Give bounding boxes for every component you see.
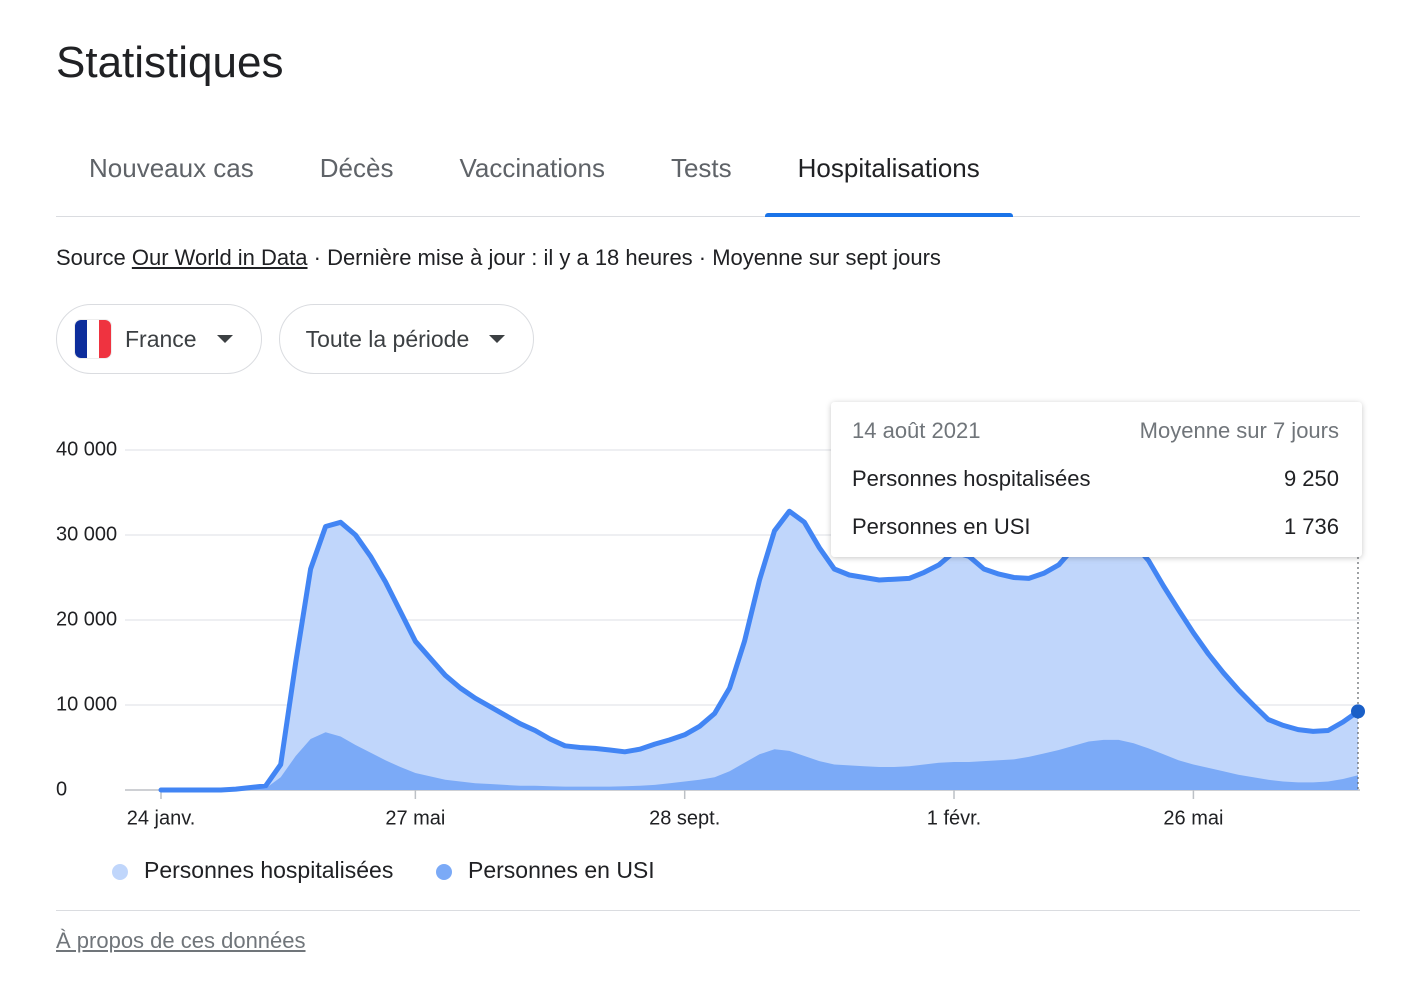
tooltip-date: 14 août 2021 — [852, 418, 980, 443]
tab[interactable]: Décès — [319, 153, 394, 183]
country-dropdown[interactable]: France — [56, 304, 262, 374]
tooltip-label: Personnes hospitalisées — [852, 466, 1090, 491]
dropdown-label: Toute la période — [305, 325, 470, 352]
source-line: Source Our World in Data · Dernière mise… — [56, 245, 941, 271]
tooltip-value: 1 736 — [1284, 514, 1339, 539]
tab-bar: Nouveaux cas Décès Vaccinations Tests Hospit… — [56, 146, 1360, 217]
tab[interactable]: Tests — [670, 153, 732, 183]
x-tick-label: 1 févr. — [927, 807, 981, 829]
area — [161, 732, 1358, 790]
y-tick-label: 10 000 — [56, 693, 117, 715]
legend-swatch — [112, 864, 128, 880]
caret — [489, 335, 506, 343]
x-tick-label: 26 mai — [1163, 807, 1223, 829]
period-dropdown[interactable]: Toute la période — [278, 304, 535, 374]
source-prefix: Source — [56, 245, 126, 270]
filters: France Toute la période — [56, 304, 535, 374]
y-tick-label: 30 000 — [56, 523, 117, 545]
x-tick-label: 27 mai — [385, 807, 445, 829]
legend-swatch — [436, 864, 452, 880]
source-link[interactable]: Our World in Data — [131, 245, 308, 270]
y-tick-label: 0 — [56, 778, 67, 800]
y-tick-label: 20 000 — [56, 608, 117, 630]
tooltip: 14 août 2021 Moyenne sur 7 jours Personnes… — [831, 402, 1362, 557]
tab[interactable]: Nouveaux cas — [89, 153, 254, 183]
flag — [75, 320, 111, 358]
tooltip-note: Moyenne sur 7 jours — [1140, 418, 1339, 443]
caret — [216, 335, 233, 343]
x-tick-label: 24 janv. — [127, 807, 196, 829]
legend-label: Personnes hospitalisées — [144, 857, 393, 883]
page-title: Statistiques — [56, 38, 284, 87]
tooltip-value: 9 250 — [1284, 466, 1339, 491]
dropdown-label: France — [125, 325, 197, 352]
line — [158, 508, 1361, 793]
tooltip-label: Personnes en USI — [852, 514, 1031, 539]
tab[interactable]: Hospitalisations — [764, 146, 1013, 217]
about-link[interactable]: À propos de ces données — [56, 928, 306, 953]
divider — [56, 910, 1360, 911]
tab[interactable]: Vaccinations — [459, 153, 605, 183]
y-tick-label: 40 000 — [56, 438, 117, 460]
legend-label: Personnes en USI — [468, 857, 655, 883]
source-info: · Dernière mise à jour : il y a 18 heure… — [313, 245, 941, 270]
tooltip-box — [831, 402, 1362, 557]
hover-dot — [1351, 704, 1365, 719]
area — [161, 511, 1358, 790]
x-tick-label: 28 sept. — [649, 807, 720, 829]
